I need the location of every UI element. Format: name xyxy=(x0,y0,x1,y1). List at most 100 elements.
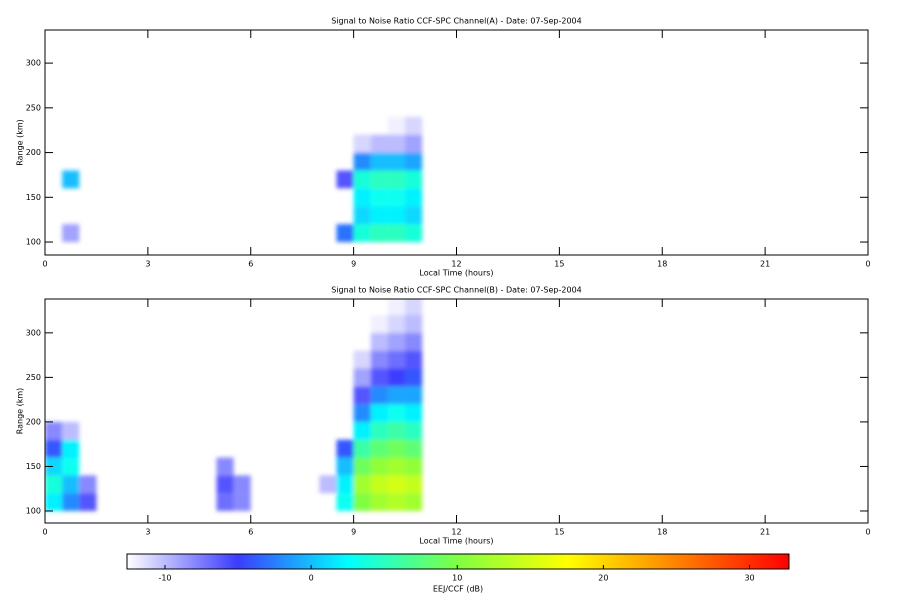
y-tick-label: 200 xyxy=(26,417,41,426)
x-tick-label: 21 xyxy=(760,260,770,269)
heatmap-cell xyxy=(370,224,388,243)
heatmap-cell xyxy=(370,439,388,458)
heatmap-cell xyxy=(62,224,80,243)
heatmap-cell xyxy=(370,315,388,333)
heatmap-cell xyxy=(405,134,423,153)
heatmap-cell xyxy=(353,404,371,422)
heatmap-cell xyxy=(62,421,80,440)
heatmap-cell xyxy=(370,386,388,405)
heatmap-cell xyxy=(353,206,371,225)
heatmap-cell xyxy=(405,206,423,225)
heatmap-cell xyxy=(405,332,423,351)
heatmap-cell xyxy=(62,493,80,511)
heatmap-cell xyxy=(387,170,406,189)
heatmap-cell xyxy=(370,457,388,476)
colorbar-tick-label: 20 xyxy=(598,574,608,583)
heatmap-cell xyxy=(353,368,371,387)
colorbar-tick-label: 0 xyxy=(309,574,314,583)
y-tick-label: 100 xyxy=(26,238,41,247)
x-tick-label: 0 xyxy=(865,528,870,537)
x-tick-label: 18 xyxy=(657,528,667,537)
colorbar-tick-label: 10 xyxy=(452,574,462,583)
heatmap-cell xyxy=(370,152,388,171)
heatmap-cell xyxy=(405,457,423,476)
plot-frame xyxy=(44,29,869,256)
heatmap-cell xyxy=(62,439,80,458)
heatmap-cell xyxy=(79,493,97,511)
y-tick-label: 200 xyxy=(26,148,41,157)
x-tick-label: 6 xyxy=(248,260,253,269)
chart-title: Signal to Noise Ratio CCF-SPC Channel(B)… xyxy=(331,286,582,295)
heatmap-cell xyxy=(405,421,423,440)
heatmap-cell xyxy=(405,350,423,369)
heatmap-cell xyxy=(353,493,371,511)
heatmap-cell xyxy=(387,224,406,243)
heatmap-cell xyxy=(405,368,423,387)
x-tick-label: 12 xyxy=(451,260,461,269)
heatmap-cell xyxy=(405,299,423,316)
heatmap-cell xyxy=(405,439,423,458)
heatmap-cell xyxy=(336,439,354,458)
heatmap-cell xyxy=(387,386,406,405)
heatmap-cell xyxy=(370,475,388,494)
x-tick-label: 6 xyxy=(248,528,253,537)
y-tick-label: 300 xyxy=(26,59,41,68)
heatmap-cell xyxy=(233,475,251,494)
x-tick-label: 3 xyxy=(145,260,150,269)
x-tick-label: 21 xyxy=(760,528,770,537)
heatmap-cell xyxy=(405,170,423,189)
heatmap-cell xyxy=(336,493,354,511)
chart-title: Signal to Noise Ratio CCF-SPC Channel(A)… xyxy=(331,17,581,26)
heatmap-cell xyxy=(370,170,388,189)
y-tick-label: 250 xyxy=(26,373,41,382)
heatmap-cell xyxy=(353,224,371,243)
heatmap-cell xyxy=(353,439,371,458)
heatmap-cell xyxy=(405,152,423,171)
heatmap-cell xyxy=(405,188,423,207)
heatmap-cell xyxy=(387,299,406,316)
heatmap-cell xyxy=(387,315,406,333)
heatmap-cell xyxy=(79,475,97,494)
heatmap-cell xyxy=(387,404,406,422)
heatmap-cell xyxy=(387,152,406,171)
heatmap-cell xyxy=(370,350,388,369)
heatmap-cell xyxy=(353,188,371,207)
heatmap-cell xyxy=(336,170,354,189)
heatmap-cell xyxy=(45,439,63,458)
heatmap-cell xyxy=(405,404,423,422)
colorbar xyxy=(126,553,790,570)
heatmap-cell xyxy=(336,475,354,494)
colorbar-tick-label: -10 xyxy=(158,574,171,583)
heatmap-cell xyxy=(353,134,371,153)
heatmap-cell xyxy=(370,188,388,207)
heatmap xyxy=(45,299,423,511)
heatmap-cell xyxy=(216,493,234,511)
heatmap-cell xyxy=(387,421,406,440)
heatmap-cell xyxy=(45,457,63,476)
colorbar-label: EEJ/CCF (dB) xyxy=(433,585,483,594)
x-tick-label: 0 xyxy=(865,260,870,269)
heatmap-cell xyxy=(45,421,63,440)
heatmap-cell xyxy=(387,350,406,369)
heatmap-cell xyxy=(216,475,234,494)
x-tick-label: 9 xyxy=(351,528,356,537)
y-tick-label: 150 xyxy=(26,193,41,202)
heatmap-cell xyxy=(405,224,423,243)
x-tick-label: 15 xyxy=(554,528,564,537)
y-axis-label: Range (km) xyxy=(16,119,25,166)
heatmap-cell xyxy=(387,493,406,511)
heatmap-cell xyxy=(370,134,388,153)
heatmap-cell xyxy=(387,332,406,351)
heatmap-cell xyxy=(62,170,80,189)
heatmap-cell xyxy=(62,457,80,476)
x-tick-label: 0 xyxy=(42,528,47,537)
heatmap-cell xyxy=(370,332,388,351)
heatmap-cell xyxy=(370,421,388,440)
heatmap-cell xyxy=(336,224,354,243)
heatmap-cell xyxy=(216,457,234,476)
y-axis-label: Range (km) xyxy=(16,388,25,435)
heatmap-cell xyxy=(405,116,423,135)
heatmap-cell xyxy=(387,134,406,153)
heatmap-cell xyxy=(387,368,406,387)
heatmap-cell xyxy=(319,475,337,494)
